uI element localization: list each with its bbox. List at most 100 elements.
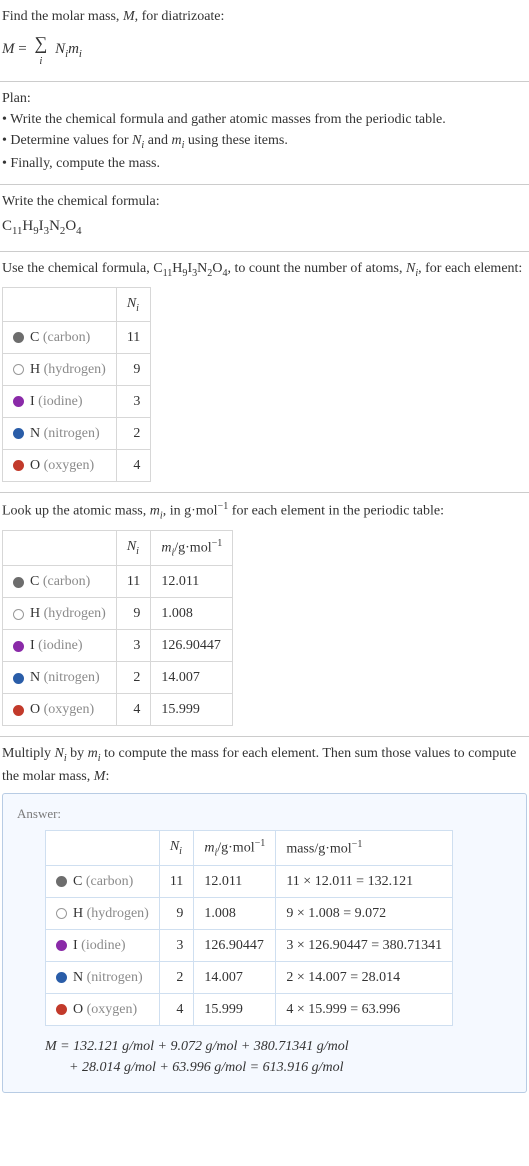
hdr-mi: mi/g·mol−1 [151, 530, 233, 566]
mult-Ni-N: N [55, 746, 64, 761]
element-cell: H (hydrogen) [3, 598, 117, 630]
write-formula-title: Write the chemical formula: [2, 191, 527, 212]
answer-equation: M = 132.121 g/mol + 9.072 g/mol + 380.71… [45, 1036, 512, 1078]
element-cell: N (nitrogen) [3, 662, 117, 694]
lookup-b: , in g·mol [163, 504, 218, 519]
answer-eq-line2: + 28.014 g/mol + 63.996 g/mol = 613.916 … [45, 1060, 344, 1075]
mi-cell: 126.90447 [194, 930, 276, 962]
usecf-a: Use the chemical formula, [2, 261, 153, 276]
intro-text-a: Find the molar mass, [2, 9, 123, 24]
table-row: C (carbon) 11 [3, 322, 151, 354]
plan-section: Plan: • Write the chemical formula and g… [0, 82, 529, 185]
cf-C: C [2, 218, 12, 234]
element-symbol: I [73, 938, 81, 953]
mi-cell: 15.999 [194, 994, 276, 1026]
cf-N: N [49, 218, 60, 234]
element-swatch [13, 332, 24, 343]
element-swatch [13, 641, 24, 652]
element-symbol: N [73, 970, 87, 985]
element-swatch [13, 705, 24, 716]
Ni-cell: 11 [116, 566, 150, 598]
table-row: O (oxygen) 4 15.999 [3, 694, 233, 726]
usecf-b: , to count the number of atoms, [228, 261, 406, 276]
element-name: (oxygen) [87, 1002, 138, 1017]
mult-M: M [94, 769, 106, 784]
mi-cell: 12.011 [194, 866, 276, 898]
lookup-text: Look up the atomic mass, mi, in g·mol−1 … [2, 499, 527, 524]
element-cell: I (iodine) [3, 630, 117, 662]
table-row: N (nitrogen) 2 14.007 2 × 14.007 = 28.01… [46, 962, 453, 994]
mult-mi-m: m [88, 746, 98, 761]
table-row: I (iodine) 3 126.90447 [3, 630, 233, 662]
element-cell: O (oxygen) [3, 694, 117, 726]
element-swatch [13, 364, 24, 375]
element-swatch [56, 876, 67, 887]
Ni-cell: 3 [116, 386, 150, 418]
element-name: (iodine) [81, 938, 125, 953]
element-cell: I (iodine) [3, 386, 117, 418]
intro-line: Find the molar mass, M, for diatrizoate: [2, 6, 527, 27]
element-name: (hydrogen) [87, 906, 149, 921]
element-symbol: H [30, 606, 44, 621]
mass-cell: 2 × 14.007 = 28.014 [276, 962, 453, 994]
count-atoms-section: Use the chemical formula, C11H9I3N2O4, t… [0, 252, 529, 493]
table-row: O (oxygen) 4 [3, 450, 151, 482]
Ni-cell: 11 [159, 866, 193, 898]
usecf-formula: C11H9I3N2O4 [153, 261, 227, 276]
element-cell: H (hydrogen) [46, 898, 160, 930]
element-cell: C (carbon) [3, 566, 117, 598]
sigma-index: i [34, 53, 47, 69]
lookup-section: Look up the atomic mass, mi, in g·mol−1 … [0, 493, 529, 737]
plan-b2-c: using these items. [184, 133, 287, 148]
lookup-c: for each element in the periodic table: [228, 504, 444, 519]
element-name: (carbon) [43, 574, 90, 589]
formula-m: m [68, 41, 79, 57]
table-row: N (nitrogen) 2 [3, 418, 151, 450]
mult-b: by [67, 746, 88, 761]
hdr-mass: mass/g·mol−1 [276, 830, 453, 866]
element-swatch [56, 1004, 67, 1015]
cf-O: O [65, 218, 76, 234]
Ni-cell: 11 [116, 322, 150, 354]
hdr-blank [3, 530, 117, 566]
element-cell: C (carbon) [46, 866, 160, 898]
answer-eq-line1: M = 132.121 g/mol + 9.072 g/mol + 380.71… [45, 1039, 349, 1054]
lookup-mi-m: m [150, 504, 160, 519]
formula-M: M [2, 41, 15, 57]
multiply-text: Multiply Ni by mi to compute the mass fo… [2, 743, 527, 787]
element-cell: C (carbon) [3, 322, 117, 354]
element-symbol: C [73, 874, 86, 889]
element-symbol: I [30, 394, 38, 409]
molar-mass-formula: M = ∑ i Nimi [2, 30, 527, 69]
element-name: (iodine) [38, 394, 82, 409]
Ni-cell: 9 [159, 898, 193, 930]
answer-label: Answer: [17, 804, 512, 824]
element-name: (oxygen) [44, 702, 95, 717]
element-name: (carbon) [43, 330, 90, 345]
element-symbol: C [30, 330, 43, 345]
Ni-cell: 9 [116, 354, 150, 386]
hdr-Ni: Ni [116, 288, 150, 322]
table-row: I (iodine) 3 126.90447 3 × 126.90447 = 3… [46, 930, 453, 962]
plan-bullet-3: • Finally, compute the mass. [2, 153, 527, 174]
plan-bullet-2: • Determine values for Ni and mi using t… [2, 130, 527, 153]
plan-b2-b: and [144, 133, 171, 148]
element-name: (oxygen) [44, 458, 95, 473]
Ni-cell: 4 [116, 450, 150, 482]
element-swatch [13, 609, 24, 620]
element-swatch [56, 972, 67, 983]
plan-mi-m: m [171, 133, 181, 148]
element-swatch [13, 577, 24, 588]
usecf-Ni-N: N [406, 261, 415, 276]
count-atoms-text: Use the chemical formula, C11H9I3N2O4, t… [2, 258, 527, 281]
plan-title: Plan: [2, 88, 527, 109]
mass-cell: 9 × 1.008 = 9.072 [276, 898, 453, 930]
element-cell: O (oxygen) [3, 450, 117, 482]
element-swatch [13, 460, 24, 471]
formula-m-sub: i [79, 48, 82, 60]
element-symbol: H [30, 362, 44, 377]
table-row: C (carbon) 11 12.011 11 × 12.011 = 132.1… [46, 866, 453, 898]
Ni-cell: 9 [116, 598, 150, 630]
lookup-neg1: −1 [218, 501, 229, 512]
hdr-blank [46, 830, 160, 866]
